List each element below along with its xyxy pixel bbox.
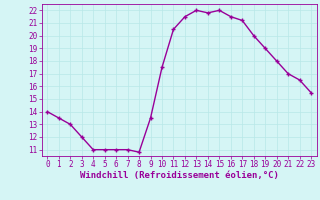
X-axis label: Windchill (Refroidissement éolien,°C): Windchill (Refroidissement éolien,°C) [80,171,279,180]
